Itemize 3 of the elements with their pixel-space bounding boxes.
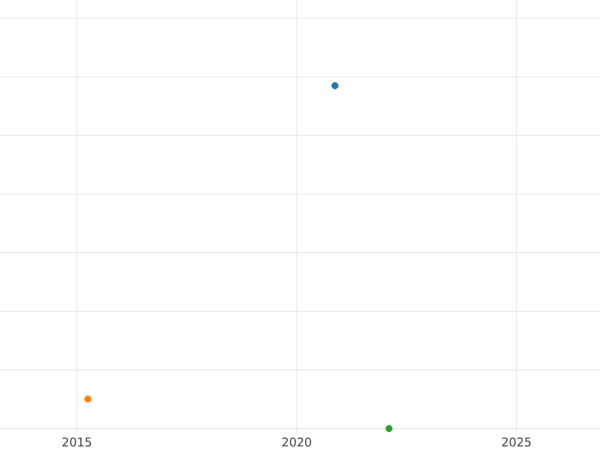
x-tick-label: 2015 bbox=[62, 438, 92, 447]
x-tick-label: 2025 bbox=[502, 438, 531, 447]
x-tick-label: 2020 bbox=[282, 438, 312, 447]
